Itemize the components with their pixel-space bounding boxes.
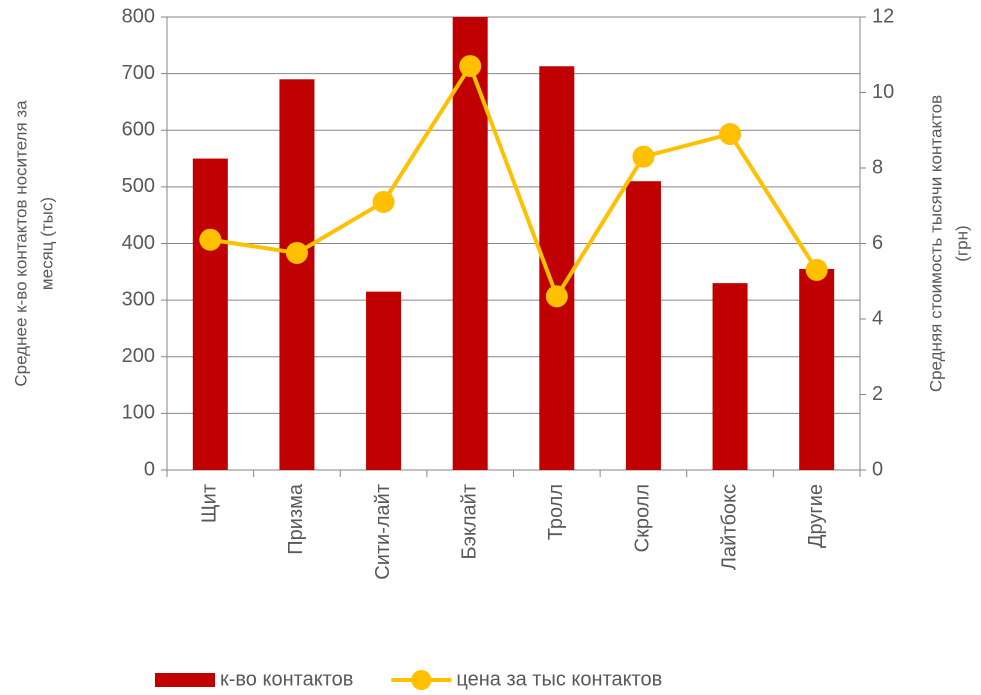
bar [366, 291, 402, 470]
y2-tick-label: 2 [872, 383, 883, 405]
y-axis-title: месяц (тыс) [37, 197, 56, 290]
line-marker [459, 55, 482, 78]
x-tick-label: Лайтбокс [718, 484, 740, 570]
y-axis-title: Среднее к-во контактов носителя за [11, 100, 30, 387]
legend-swatch [411, 670, 432, 690]
line-marker [719, 123, 742, 146]
x-tick-label: Тролл [545, 484, 567, 540]
y-tick-label: 800 [122, 5, 155, 27]
y2-axis-title: (грн) [952, 225, 971, 261]
x-tick-label: Скролл [632, 484, 654, 552]
y2-tick-label: 4 [872, 307, 883, 329]
legend-label: к-во контактов [220, 668, 353, 690]
bar [192, 158, 228, 470]
y-tick-label: 700 [122, 62, 155, 84]
line-marker [545, 285, 568, 308]
line-marker [285, 241, 308, 264]
y-tick-label: 0 [144, 458, 155, 480]
line-marker [632, 145, 655, 168]
y-tick-label: 500 [122, 175, 155, 197]
y-tick-label: 100 [122, 402, 155, 424]
line-marker [372, 190, 395, 213]
y2-tick-label: 0 [872, 458, 883, 480]
bar [279, 79, 315, 470]
y2-axis-title: Средняя стоимость тысячи контактов [926, 95, 945, 392]
y2-tick-label: 6 [872, 232, 883, 254]
bar [712, 283, 748, 470]
bar [799, 268, 835, 470]
x-tick-label: Сити-лайт [372, 484, 394, 580]
x-tick-label: Щит [199, 484, 221, 523]
y2-tick-label: 10 [872, 81, 894, 103]
x-tick-label: Бэклайт [458, 484, 480, 559]
line [210, 61, 819, 301]
y-tick-label: 200 [122, 345, 155, 367]
bar [625, 181, 661, 470]
line-marker [805, 258, 828, 281]
y2-tick-label: 8 [872, 156, 883, 178]
x-tick-label: Другие [805, 484, 827, 548]
y2-tick-label: 12 [872, 5, 894, 27]
y-tick-label: 300 [122, 288, 155, 310]
y-tick-label: 600 [122, 119, 155, 141]
legend-label: цена за тыс контактов [456, 668, 662, 690]
legend-swatch [155, 673, 215, 687]
line-marker [199, 228, 222, 251]
x-tick-label: Призма [285, 483, 307, 555]
y-tick-label: 400 [122, 232, 155, 254]
